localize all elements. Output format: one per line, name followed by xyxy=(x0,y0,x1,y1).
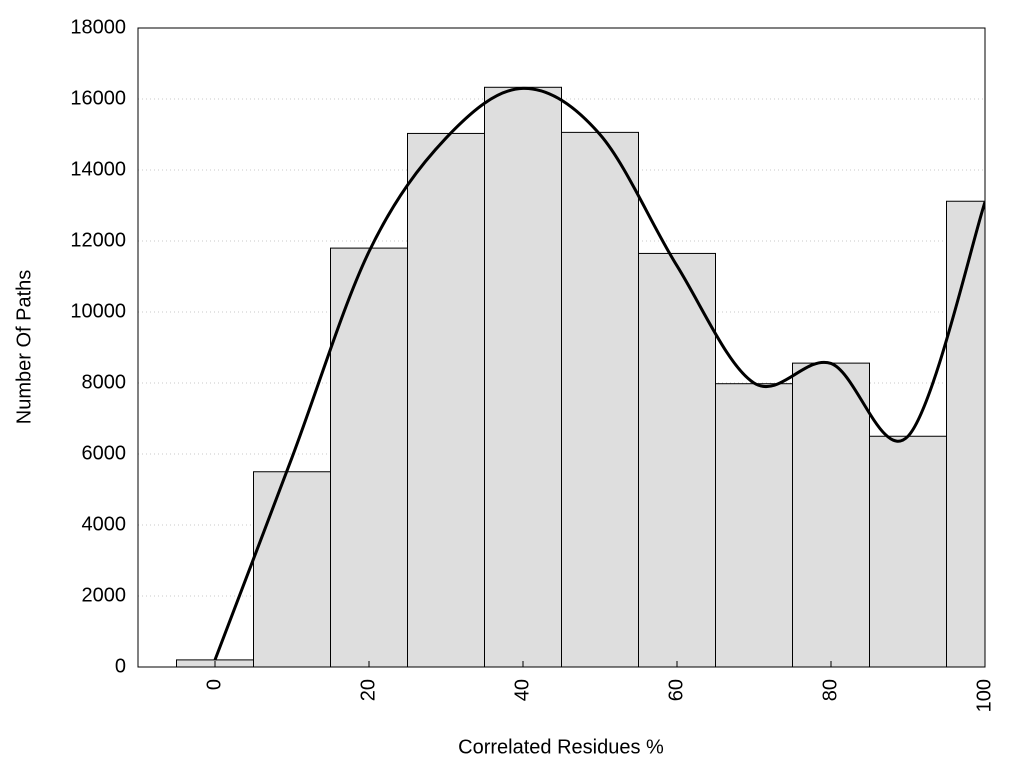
plot-area xyxy=(176,86,985,667)
bar xyxy=(330,247,408,667)
plot-frame xyxy=(137,27,986,668)
y-tick-label: 4000 xyxy=(82,513,127,535)
y-tick-label: 16000 xyxy=(70,87,126,109)
y-tick-label: 14000 xyxy=(70,158,126,180)
y-tick-label: 10000 xyxy=(70,300,126,322)
x-axis-label: Correlated Residues % xyxy=(458,736,664,758)
bar xyxy=(792,362,870,667)
y-tick-label: 12000 xyxy=(70,229,126,251)
bar xyxy=(253,471,331,667)
y-tick-label: 8000 xyxy=(82,371,127,393)
bar xyxy=(946,200,985,667)
x-tick-label: 20 xyxy=(357,679,379,701)
x-tick-label: 60 xyxy=(665,679,687,701)
x-tick-label: 40 xyxy=(511,679,533,701)
bar xyxy=(715,383,793,667)
curve-line xyxy=(213,86,985,661)
x-tick-label: 80 xyxy=(819,679,841,701)
x-tick-label: 0 xyxy=(203,679,225,690)
bar xyxy=(869,435,947,667)
y-tick-label: 6000 xyxy=(82,442,127,464)
y-tick-label: 2000 xyxy=(82,584,127,606)
y-tick-label: 0 xyxy=(115,655,126,677)
bar xyxy=(484,86,562,667)
x-tick-label: 100 xyxy=(973,679,995,712)
y-tick-label: 18000 xyxy=(70,16,126,38)
bar xyxy=(407,132,485,667)
bar xyxy=(638,252,716,667)
bar xyxy=(561,131,639,667)
y-axis-label: Number Of Paths xyxy=(13,270,35,425)
